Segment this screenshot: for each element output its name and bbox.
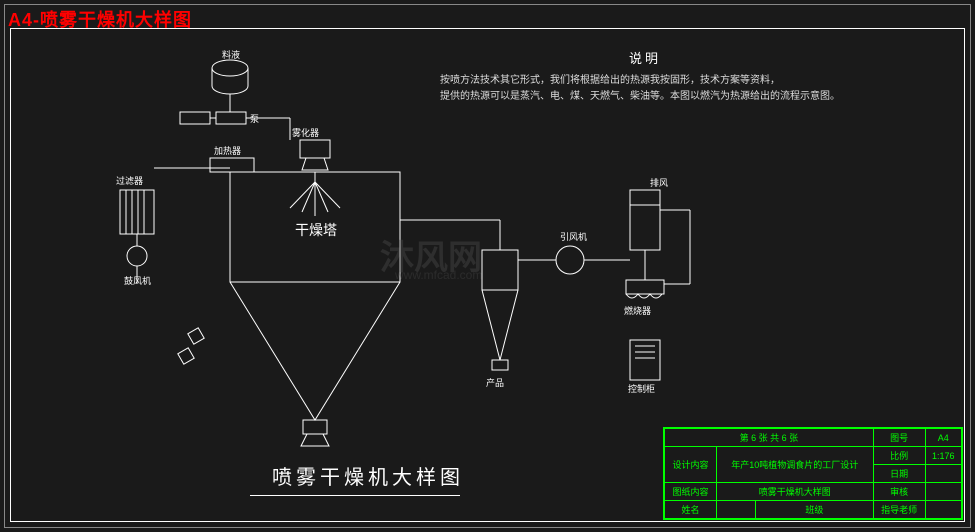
- tb-dwgno-label: 图号: [873, 429, 925, 447]
- drawing-title-underline: [250, 495, 460, 496]
- tb-dwgno: A4: [925, 429, 961, 447]
- control-label: 控制柜: [628, 383, 655, 394]
- cyclone-product-label: 产品: [486, 377, 504, 388]
- heater-label: 加热器: [214, 145, 241, 156]
- tower-product-label: 产品: [306, 449, 324, 450]
- tb-design: 年产10吨植物调食片的工厂设计: [716, 447, 873, 483]
- tb-name-label: 姓名: [665, 501, 717, 519]
- tb-sheet: 第 6 张 共 6 张: [665, 429, 874, 447]
- tb-date-label: 日期: [873, 465, 925, 483]
- fan-label: 引风机: [560, 231, 587, 242]
- tb-design-label: 设计内容: [665, 447, 717, 483]
- tb-drawing-label: 图纸内容: [665, 483, 717, 501]
- page-title: A4-喷雾干燥机大样图: [8, 6, 192, 32]
- tb-tutor-label: 指导老师: [873, 501, 925, 519]
- atomizer-label: 雾化器: [292, 127, 319, 138]
- tower-label: 干燥塔: [295, 222, 337, 238]
- pump-label: 泵: [250, 114, 259, 124]
- tb-scale-label: 比例: [873, 447, 925, 465]
- feed-label: 料液: [222, 49, 240, 60]
- tb-drawing: 喷雾干燥机大样图: [716, 483, 873, 501]
- filter-label: 过滤器: [116, 175, 143, 186]
- burner-label: 燃烧器: [624, 305, 651, 316]
- tb-scale: 1:176: [925, 447, 961, 465]
- schematic-drawing: 干燥塔 料液 泵 过滤器 鼓风机 加热器 雾化器 产品 产品 引风机 排风 燃烧…: [30, 40, 730, 450]
- tb-class-label: 班级: [756, 501, 874, 519]
- tb-check-label: 审核: [873, 483, 925, 501]
- exhaust-label: 排风: [650, 177, 668, 188]
- blower-label: 鼓风机: [124, 275, 151, 286]
- title-block: 第 6 张 共 6 张 图号 A4 设计内容 年产10吨植物调食片的工厂设计 比…: [663, 427, 963, 520]
- drawing-title: 喷雾干燥机大样图: [272, 461, 464, 490]
